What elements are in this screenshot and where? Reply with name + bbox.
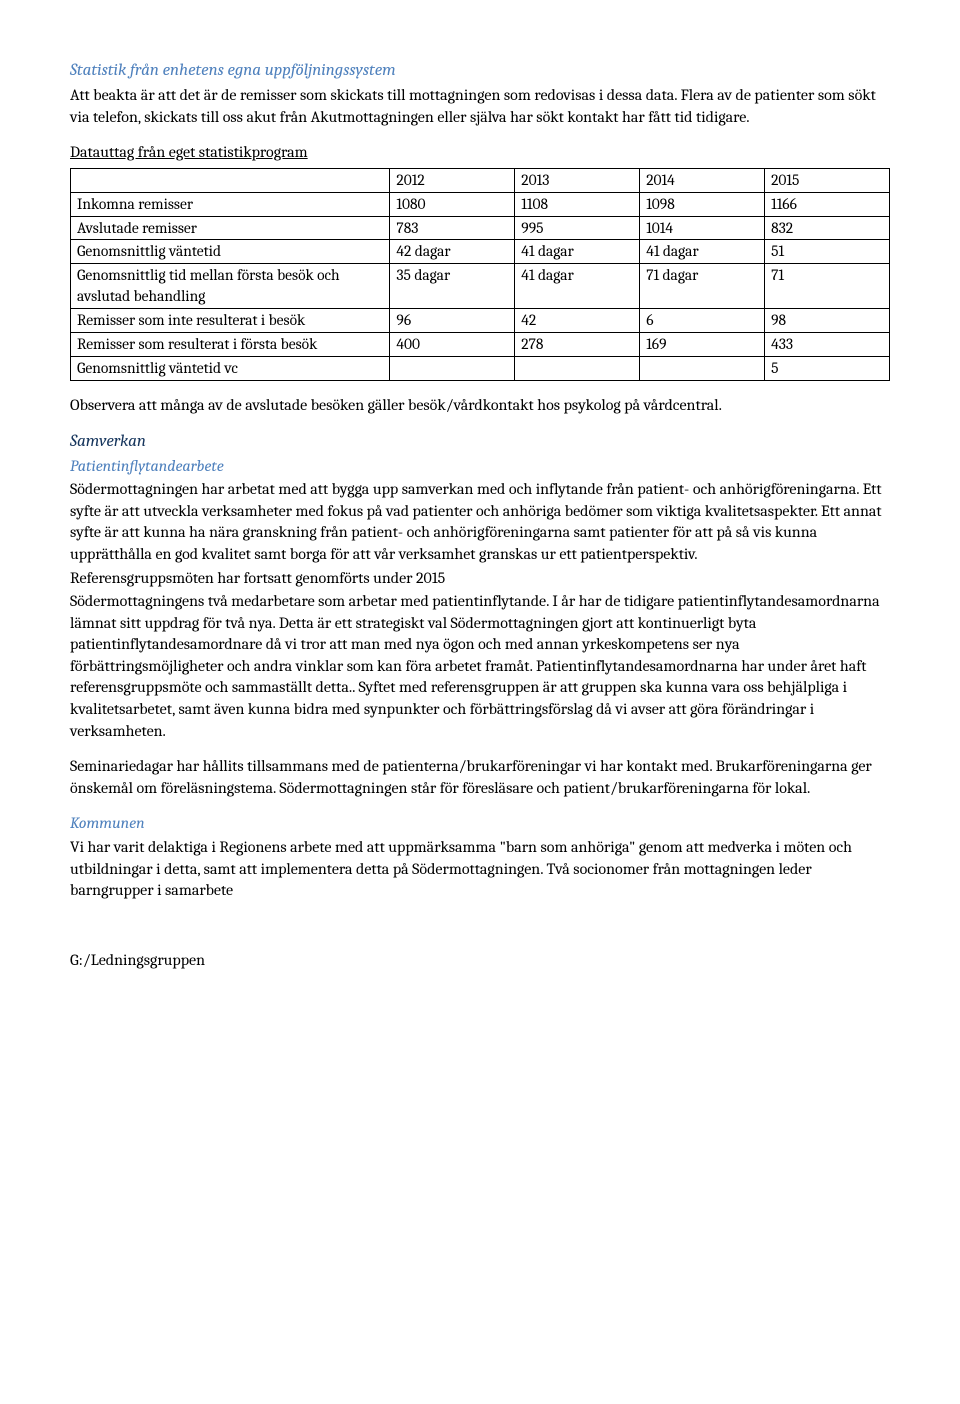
cell: 71 dagar xyxy=(640,264,765,309)
samverkan-paragraph-4: Seminariedagar har hållits tillsammans m… xyxy=(70,756,890,799)
subsection-heading-patientinflytande: Patientinflytandearbete xyxy=(70,456,890,478)
cell: 6 xyxy=(640,309,765,333)
cell: 1166 xyxy=(765,192,890,216)
cell: 1108 xyxy=(515,192,640,216)
cell: 1014 xyxy=(640,216,765,240)
cell: 41 dagar xyxy=(515,240,640,264)
table-header-2015: 2015 xyxy=(765,168,890,192)
cell: 42 xyxy=(515,309,640,333)
table-header-row: 2012 2013 2014 2015 xyxy=(71,168,890,192)
table-row: Inkomna remisser 1080 1108 1098 1166 xyxy=(71,192,890,216)
samverkan-paragraph-3: Södermottagningens två medarbetare som a… xyxy=(70,591,890,742)
samverkan-paragraph-2: Referensgruppsmöten har fortsatt genomfö… xyxy=(70,568,890,590)
row-label: Inkomna remisser xyxy=(71,192,390,216)
statistics-table: 2012 2013 2014 2015 Inkomna remisser 108… xyxy=(70,168,890,381)
subsection-heading-kommunen: Kommunen xyxy=(70,813,890,835)
cell: 71 xyxy=(765,264,890,309)
samverkan-paragraph-1: Södermottagningen har arbetat med att by… xyxy=(70,479,890,565)
table-header-2013: 2013 xyxy=(515,168,640,192)
page-footer: G:/Ledningsgruppen xyxy=(70,950,890,972)
cell: 35 dagar xyxy=(390,264,515,309)
section-heading-samverkan: Samverkan xyxy=(70,431,890,454)
table-row: Remisser som inte resulterat i besök 96 … xyxy=(71,309,890,333)
cell: 433 xyxy=(765,333,890,357)
table-header-empty xyxy=(71,168,390,192)
intro-paragraph-1: Att beakta är att det är de remisser som… xyxy=(70,85,890,128)
cell: 995 xyxy=(515,216,640,240)
cell: 783 xyxy=(390,216,515,240)
cell: 169 xyxy=(640,333,765,357)
cell: 400 xyxy=(390,333,515,357)
cell: 98 xyxy=(765,309,890,333)
table-row: Genomsnittlig tid mellan första besök oc… xyxy=(71,264,890,309)
table-row: Genomsnittlig väntetid 42 dagar 41 dagar… xyxy=(71,240,890,264)
kommunen-paragraph: Vi har varit delaktiga i Regionens arbet… xyxy=(70,837,890,902)
cell: 42 dagar xyxy=(390,240,515,264)
row-label: Genomsnittlig väntetid vc xyxy=(71,357,390,381)
cell: 51 xyxy=(765,240,890,264)
section-heading-statistik: Statistik från enhetens egna uppföljning… xyxy=(70,60,890,83)
observera-paragraph: Observera att många av de avslutade besö… xyxy=(70,395,890,417)
table-title: Datauttag från eget statistikprogram xyxy=(70,142,890,164)
cell xyxy=(390,357,515,381)
row-label: Remisser som inte resulterat i besök xyxy=(71,309,390,333)
cell: 41 dagar xyxy=(515,264,640,309)
cell: 278 xyxy=(515,333,640,357)
cell: 96 xyxy=(390,309,515,333)
row-label: Avslutade remisser xyxy=(71,216,390,240)
cell: 5 xyxy=(765,357,890,381)
table-row: Avslutade remisser 783 995 1014 832 xyxy=(71,216,890,240)
table-row: Genomsnittlig väntetid vc 5 xyxy=(71,357,890,381)
row-label: Genomsnittlig tid mellan första besök oc… xyxy=(71,264,390,309)
row-label: Genomsnittlig väntetid xyxy=(71,240,390,264)
cell: 832 xyxy=(765,216,890,240)
cell: 1080 xyxy=(390,192,515,216)
table-header-2012: 2012 xyxy=(390,168,515,192)
cell: 41 dagar xyxy=(640,240,765,264)
cell xyxy=(515,357,640,381)
table-row: Remisser som resulterat i första besök 4… xyxy=(71,333,890,357)
cell xyxy=(640,357,765,381)
cell: 1098 xyxy=(640,192,765,216)
table-header-2014: 2014 xyxy=(640,168,765,192)
row-label: Remisser som resulterat i första besök xyxy=(71,333,390,357)
